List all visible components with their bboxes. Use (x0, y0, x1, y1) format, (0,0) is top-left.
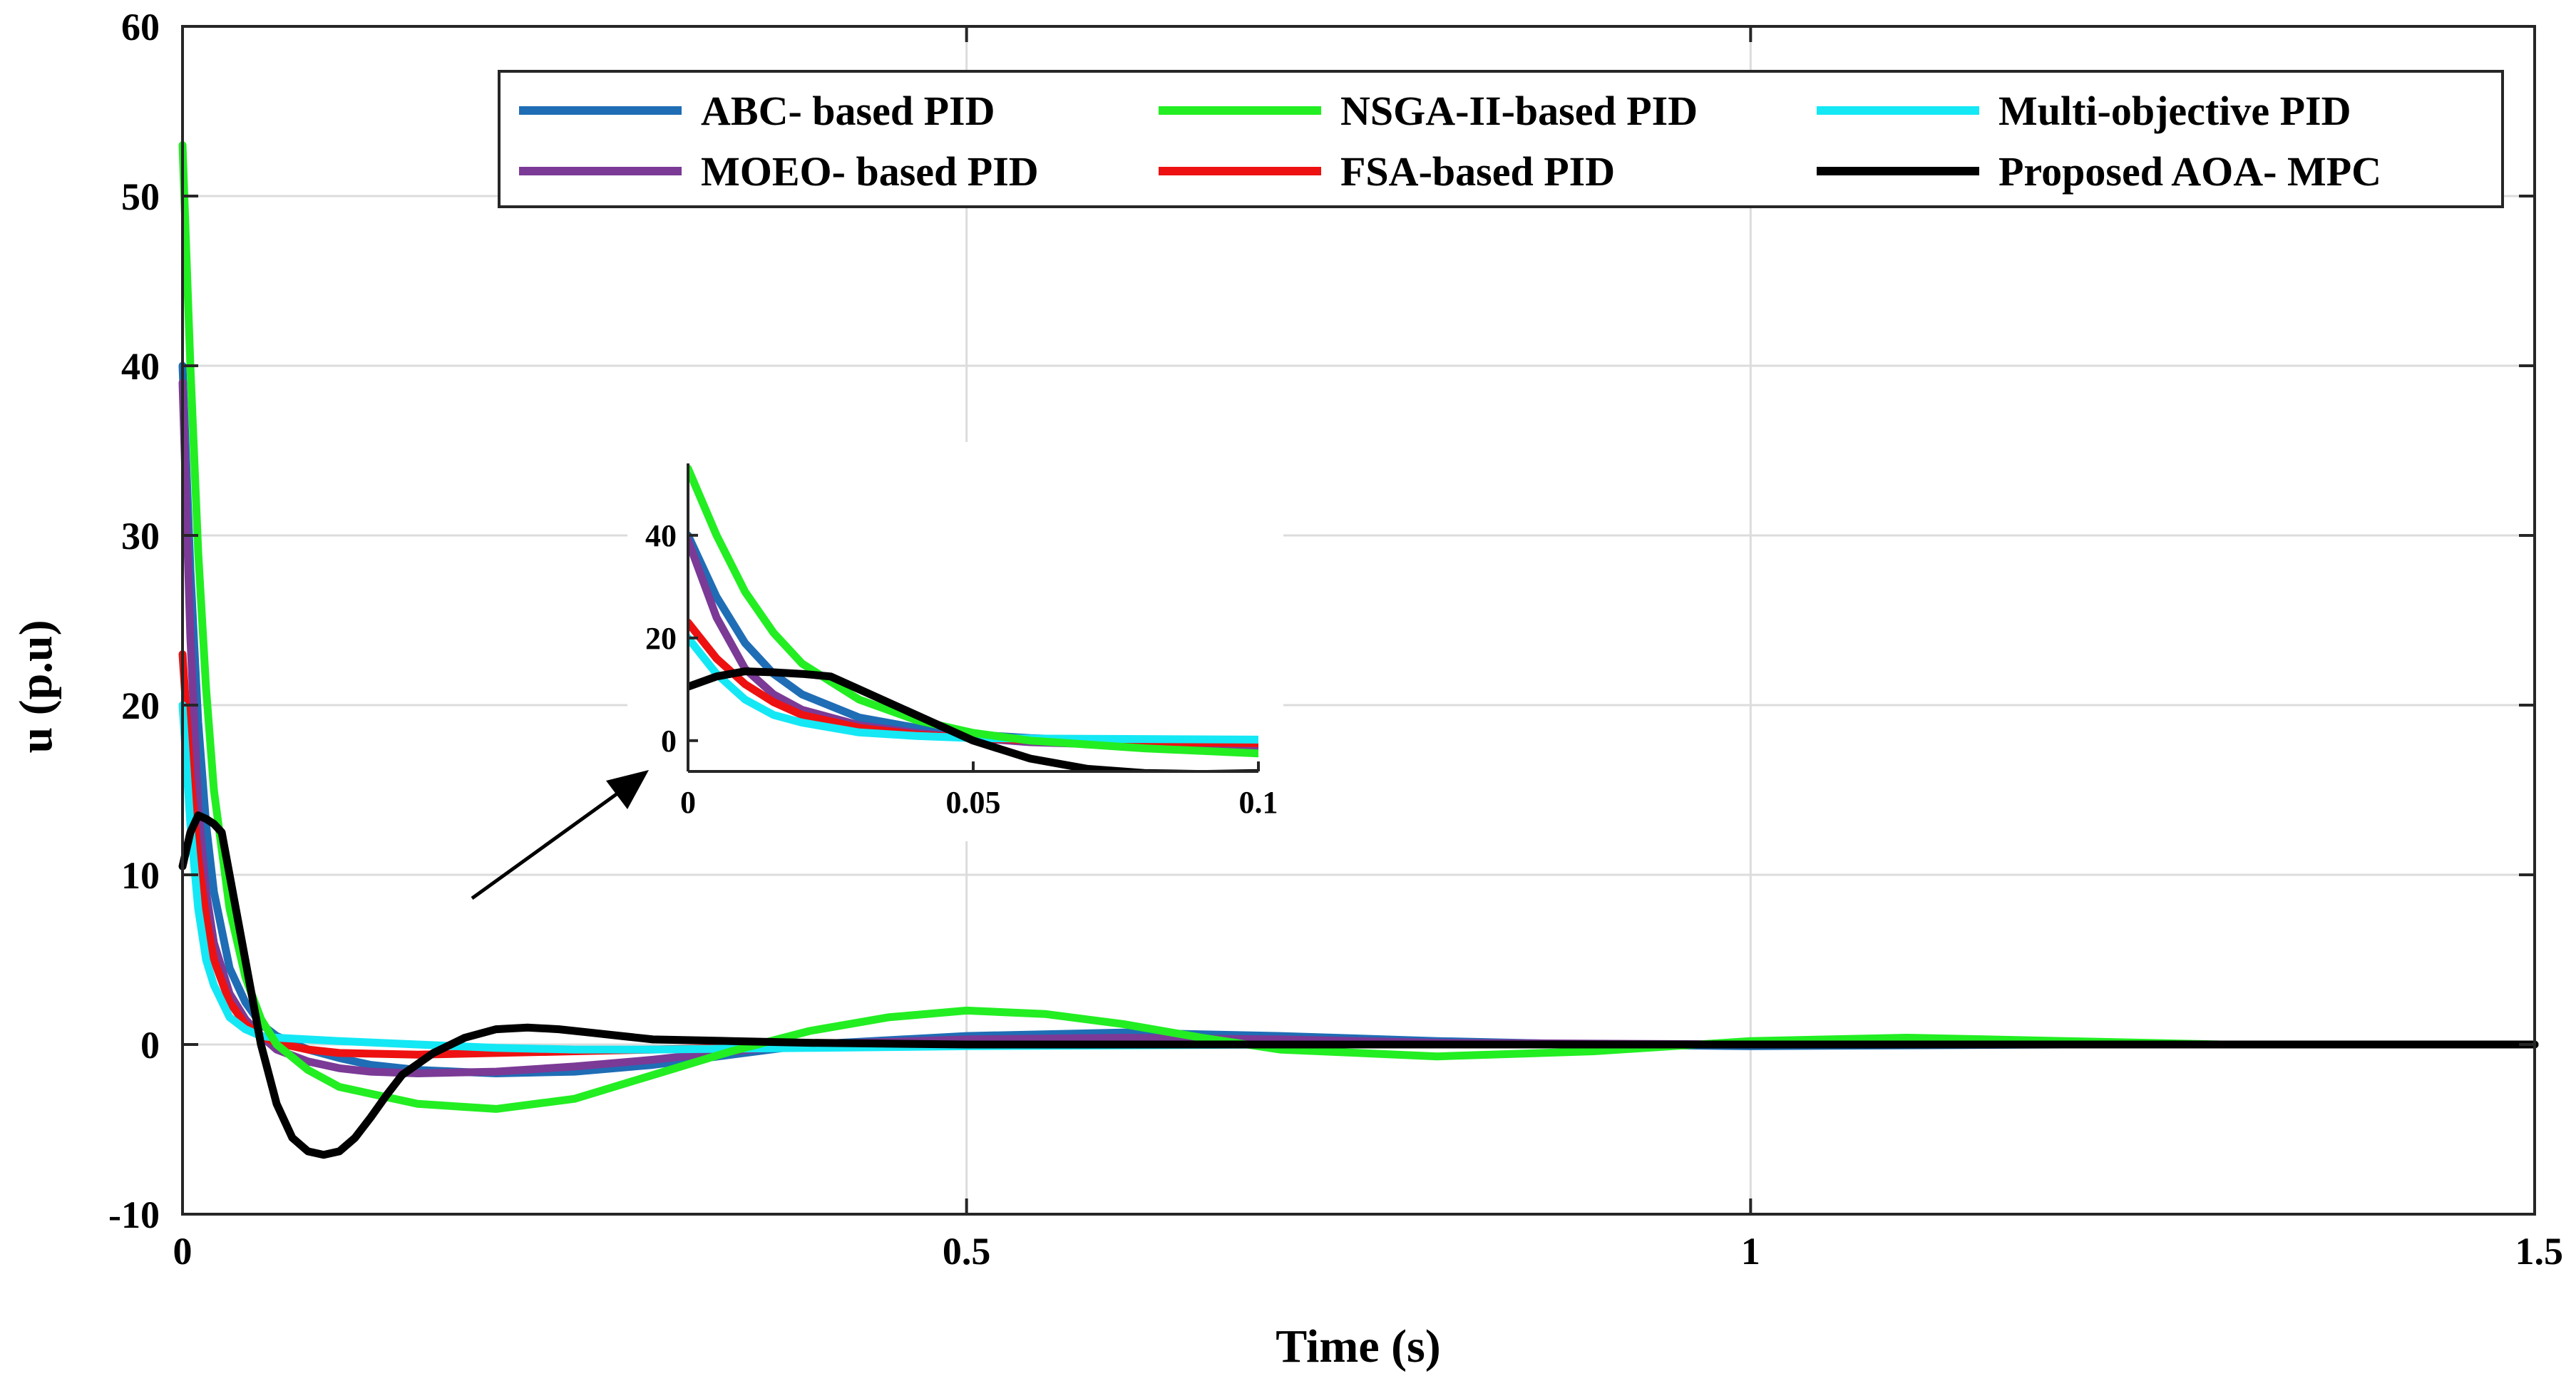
legend-label-moeo-based-pid: MOEO- based PID (701, 148, 1039, 195)
zoom-arrow (471, 770, 649, 900)
x-tick-label-1: 0.5 (943, 1230, 991, 1273)
inset-x-tick-label-1: 0.05 (946, 785, 1001, 820)
main-series-lines (178, 141, 2539, 1159)
x-tick-label-2: 1 (1741, 1230, 1760, 1273)
legend-label-abc-based-pid: ABC- based PID (701, 88, 995, 134)
y-tick-label-3: 20 (121, 684, 160, 727)
y-tick-label-0: -10 (108, 1194, 160, 1236)
inset-series-lines (688, 464, 1258, 771)
zoom-arrow-head (606, 770, 649, 809)
zoom-arrow-shaft (471, 789, 622, 900)
inset-x-tick-label-2: 0.1 (1239, 785, 1278, 820)
inset-zoom-plot: 0 0.05 0.1 0 20 40 (627, 442, 1283, 841)
y-tick-label-5: 40 (121, 345, 160, 388)
x-axis-label: Time (s) (1276, 1320, 1441, 1372)
inset-background (627, 442, 1283, 841)
legend-label-nsga-ii-based-pid: NSGA-II-based PID (1340, 88, 1698, 134)
inset-y-tick-label-1: 20 (645, 621, 677, 656)
inset-y-tick-label-0: 0 (661, 724, 677, 759)
inset-series-line-multi-objective-pid (688, 634, 1258, 744)
legend-box (498, 70, 2504, 208)
main-tick-labels: 0 0.5 1 1.5 -10 0 10 20 30 40 50 60 (108, 6, 2563, 1273)
inset-y-tick-label-2: 40 (645, 518, 677, 553)
inset-axes (687, 463, 1260, 773)
inset-x-tick-label-0: 0 (680, 785, 696, 820)
y-tick-label-7: 60 (121, 6, 160, 48)
y-tick-label-1: 0 (140, 1024, 160, 1067)
inset-tick-labels: 0 0.05 0.1 0 20 40 (645, 518, 1278, 820)
inset-series-line-nsga-ii-based-pid (688, 464, 1258, 758)
main-ticks (181, 25, 2536, 1216)
y-tick-label-2: 10 (121, 854, 160, 897)
x-tick-label-0: 0 (173, 1230, 193, 1273)
y-tick-label-6: 50 (121, 175, 160, 218)
y-tick-label-4: 30 (121, 515, 160, 558)
x-tick-label-3: 1.5 (2515, 1230, 2564, 1273)
legend-label-proposed-aoa-mpc: Proposed AOA- MPC (1998, 148, 2381, 195)
inset-series-line-moeo-based-pid (688, 536, 1258, 752)
main-plot-frame (181, 25, 2536, 1216)
legend-label-fsa-based-pid: FSA-based PID (1340, 148, 1615, 195)
inset-series-line-proposed-aoa-mpc (688, 667, 1258, 771)
inset-series-line-abc-based-pid (688, 531, 1258, 749)
series-line-proposed-aoa-mpc (178, 811, 2539, 1159)
series-line-nsga-ii-based-pid (178, 141, 2539, 1113)
y-axis-label: u (p.u) (10, 620, 62, 753)
legend: ABC- based PID NSGA-II-based PID Multi-obj… (498, 70, 2504, 208)
legend-label-multi-objective-pid: Multi-objective PID (1998, 88, 2351, 134)
